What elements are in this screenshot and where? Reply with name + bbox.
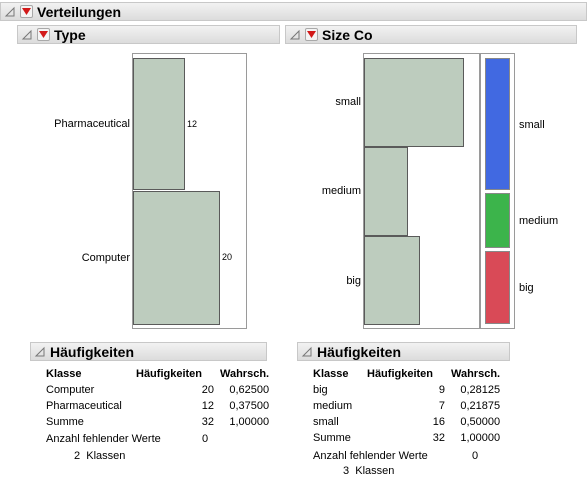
class-count: 2 Klassen: [74, 450, 126, 462]
table-cell: 7: [438, 400, 445, 412]
type-freq-header: Häufigkeiten: [30, 342, 267, 361]
size-title: Size Co: [322, 26, 373, 43]
table-cell: Computer: [46, 384, 95, 396]
mosaic-segment-medium[interactable]: [485, 193, 510, 248]
mosaic-label: big: [519, 282, 534, 294]
table-cell: 12: [201, 400, 214, 412]
bar-small[interactable]: [364, 58, 464, 147]
table-cell: 20: [201, 384, 214, 396]
table-cell: Summe: [46, 416, 84, 428]
table-header-row: Klasse Häufigkeiten Wahrsch.: [46, 366, 275, 382]
column-header: Häufigkeiten: [367, 368, 434, 380]
distributions-header: Verteilungen: [0, 2, 587, 21]
collapse-triangle-icon[interactable]: [21, 29, 33, 41]
table-cell: 0,37500: [229, 400, 270, 412]
size-header: Size Co: [285, 25, 577, 44]
category-label: medium: [321, 185, 361, 197]
table-cell: 0,28125: [460, 384, 501, 396]
missing-values-count: 0: [472, 450, 479, 462]
type-freq-table: Klasse Häufigkeiten Wahrsch. Computer 20…: [46, 366, 275, 430]
mosaic-label: small: [519, 119, 545, 131]
category-label: Pharmaceutical: [54, 118, 130, 130]
table-cell: 9: [438, 384, 445, 396]
mosaic-segment-big[interactable]: [485, 251, 510, 324]
table-cell: 32: [432, 432, 445, 444]
table-row: Pharmaceutical 12 0,37500: [46, 398, 275, 414]
mosaic-segment-small[interactable]: [485, 58, 510, 190]
table-row: Computer 20 0,62500: [46, 382, 275, 398]
table-row: Summe 32 1,00000: [313, 430, 506, 446]
bar-medium[interactable]: [364, 147, 408, 236]
table-row: Summe 32 1,00000: [46, 414, 275, 430]
column-header: Wahrsch.: [220, 368, 270, 380]
table-cell: medium: [313, 400, 353, 412]
type-header: Type: [17, 25, 280, 44]
bar-big[interactable]: [364, 236, 420, 325]
table-cell: Pharmaceutical: [46, 400, 122, 412]
data-label: 12: [187, 119, 198, 129]
red-triangle-menu-icon[interactable]: [20, 5, 33, 18]
missing-values-label: Anzahl fehlender Werte: [313, 450, 428, 462]
bar-pharmaceutical[interactable]: [133, 58, 185, 190]
category-label: big: [346, 275, 361, 287]
data-label: 20: [222, 252, 233, 262]
table-cell: Summe: [313, 432, 351, 444]
table-cell: 32: [201, 416, 214, 428]
column-header: Häufigkeiten: [136, 368, 203, 380]
table-cell: 0,50000: [460, 416, 501, 428]
table-cell: 1,00000: [229, 416, 270, 428]
column-header: Klasse: [313, 368, 349, 380]
page-title: Verteilungen: [37, 3, 122, 20]
size-freq-header: Häufigkeiten: [297, 342, 510, 361]
table-row: small 16 0,50000: [313, 414, 506, 430]
bar-computer[interactable]: [133, 191, 220, 325]
mosaic-label: medium: [519, 215, 559, 227]
table-cell: big: [313, 384, 328, 396]
red-triangle-menu-icon[interactable]: [305, 28, 318, 41]
collapse-triangle-icon[interactable]: [301, 346, 313, 358]
missing-values-count: 0: [202, 433, 209, 445]
table-cell: 0,62500: [229, 384, 270, 396]
type-freq-title: Häufigkeiten: [50, 343, 135, 360]
table-row: medium 7 0,21875: [313, 398, 506, 414]
table-cell: small: [313, 416, 339, 428]
table-row: big 9 0,28125: [313, 382, 506, 398]
table-cell: 16: [432, 416, 445, 428]
category-label: Computer: [81, 252, 130, 264]
category-label: small: [335, 96, 361, 108]
table-cell: 0,21875: [460, 400, 501, 412]
collapse-triangle-icon[interactable]: [34, 346, 46, 358]
collapse-triangle-icon[interactable]: [4, 6, 16, 18]
class-count: 3 Klassen: [343, 465, 395, 477]
collapse-triangle-icon[interactable]: [289, 29, 301, 41]
red-triangle-menu-icon[interactable]: [37, 28, 50, 41]
column-header: Klasse: [46, 368, 82, 380]
size-freq-title: Häufigkeiten: [317, 343, 402, 360]
type-title: Type: [54, 26, 86, 43]
size-freq-table: Klasse Häufigkeiten Wahrsch. big 9 0,281…: [313, 366, 506, 446]
table-header-row: Klasse Häufigkeiten Wahrsch.: [313, 366, 506, 382]
table-cell: 1,00000: [460, 432, 501, 444]
missing-values-label: Anzahl fehlender Werte: [46, 433, 161, 445]
column-header: Wahrsch.: [451, 368, 501, 380]
